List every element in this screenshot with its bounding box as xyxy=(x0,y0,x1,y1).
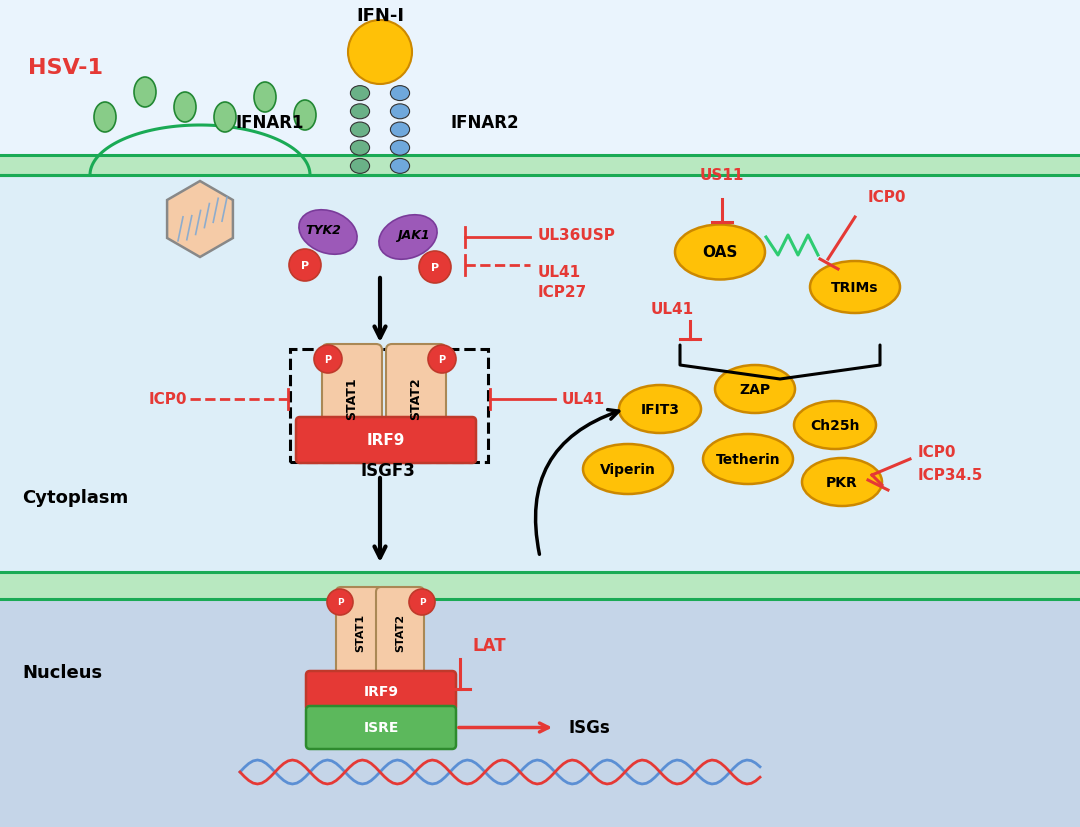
Ellipse shape xyxy=(350,123,369,138)
Text: P: P xyxy=(431,263,440,273)
FancyBboxPatch shape xyxy=(336,587,384,677)
Text: P: P xyxy=(438,355,446,365)
FancyBboxPatch shape xyxy=(306,672,456,711)
Ellipse shape xyxy=(299,211,357,255)
Bar xyxy=(291,350,488,462)
Ellipse shape xyxy=(390,141,409,156)
Ellipse shape xyxy=(350,105,369,120)
Ellipse shape xyxy=(390,105,409,120)
Text: Tetherin: Tetherin xyxy=(716,452,781,466)
Text: LAT: LAT xyxy=(472,636,505,654)
Ellipse shape xyxy=(703,434,793,485)
Text: IRF9: IRF9 xyxy=(364,684,399,698)
Text: ZAP: ZAP xyxy=(740,383,770,396)
Text: P: P xyxy=(337,598,343,607)
FancyBboxPatch shape xyxy=(322,345,382,452)
Ellipse shape xyxy=(390,123,409,138)
Circle shape xyxy=(409,590,435,615)
FancyBboxPatch shape xyxy=(386,345,446,452)
Polygon shape xyxy=(167,182,233,258)
Ellipse shape xyxy=(619,385,701,433)
FancyBboxPatch shape xyxy=(306,706,456,749)
Ellipse shape xyxy=(715,366,795,414)
Circle shape xyxy=(348,21,411,85)
Text: JAK1: JAK1 xyxy=(396,229,430,242)
Text: OAS: OAS xyxy=(702,245,738,261)
Circle shape xyxy=(314,346,342,374)
Ellipse shape xyxy=(94,103,116,133)
Text: PKR: PKR xyxy=(826,476,858,490)
Ellipse shape xyxy=(390,160,409,174)
Bar xyxy=(0,572,1080,600)
Text: ICP34.5: ICP34.5 xyxy=(918,468,984,483)
Circle shape xyxy=(327,590,353,615)
Text: P: P xyxy=(419,598,426,607)
Text: P: P xyxy=(301,261,309,270)
Circle shape xyxy=(289,250,321,282)
Text: STAT2: STAT2 xyxy=(409,377,422,419)
Text: IFN-I: IFN-I xyxy=(356,7,404,25)
Ellipse shape xyxy=(294,101,316,131)
Ellipse shape xyxy=(794,402,876,449)
Text: UL41: UL41 xyxy=(538,265,581,280)
Ellipse shape xyxy=(583,444,673,495)
Ellipse shape xyxy=(350,160,369,174)
Text: UL41: UL41 xyxy=(650,302,693,317)
Ellipse shape xyxy=(379,216,437,260)
Text: IFNAR2: IFNAR2 xyxy=(450,114,519,131)
Ellipse shape xyxy=(390,87,409,102)
Text: US11: US11 xyxy=(700,169,744,184)
Circle shape xyxy=(419,251,451,284)
Text: ICP0: ICP0 xyxy=(918,445,957,460)
Ellipse shape xyxy=(134,78,156,108)
Text: ISGs: ISGs xyxy=(568,719,610,737)
Text: IFNAR1: IFNAR1 xyxy=(235,114,305,131)
Text: ISRE: ISRE xyxy=(363,720,399,734)
Text: TYK2: TYK2 xyxy=(305,224,341,237)
Bar xyxy=(0,600,1080,827)
Bar xyxy=(0,0,1080,155)
Ellipse shape xyxy=(350,141,369,156)
Text: Nucleus: Nucleus xyxy=(22,663,103,681)
Text: HSV-1: HSV-1 xyxy=(28,58,103,78)
Ellipse shape xyxy=(802,458,882,506)
Bar xyxy=(0,176,1080,572)
Bar xyxy=(0,155,1080,176)
Text: UL41: UL41 xyxy=(562,392,605,407)
Text: TRIMs: TRIMs xyxy=(832,280,879,294)
Text: Ch25h: Ch25h xyxy=(810,418,860,433)
Text: STAT2: STAT2 xyxy=(395,613,405,652)
Text: IRF9: IRF9 xyxy=(367,433,405,448)
Text: ICP0: ICP0 xyxy=(149,392,187,407)
Ellipse shape xyxy=(810,261,900,313)
Ellipse shape xyxy=(254,83,276,112)
FancyBboxPatch shape xyxy=(376,587,424,677)
Text: STAT1: STAT1 xyxy=(346,377,359,419)
Circle shape xyxy=(428,346,456,374)
Ellipse shape xyxy=(214,103,237,133)
Text: ICP27: ICP27 xyxy=(538,285,588,300)
Text: ISGF3: ISGF3 xyxy=(361,461,416,480)
Ellipse shape xyxy=(174,93,195,123)
Text: IFIT3: IFIT3 xyxy=(640,403,679,417)
Text: STAT1: STAT1 xyxy=(355,613,365,652)
Text: Viperin: Viperin xyxy=(600,462,656,476)
Text: Cytoplasm: Cytoplasm xyxy=(22,489,129,506)
Text: P: P xyxy=(324,355,332,365)
Ellipse shape xyxy=(675,225,765,280)
Ellipse shape xyxy=(350,87,369,102)
FancyBboxPatch shape xyxy=(296,418,476,463)
Text: ICP0: ICP0 xyxy=(868,190,906,205)
Text: UL36USP: UL36USP xyxy=(538,228,616,243)
